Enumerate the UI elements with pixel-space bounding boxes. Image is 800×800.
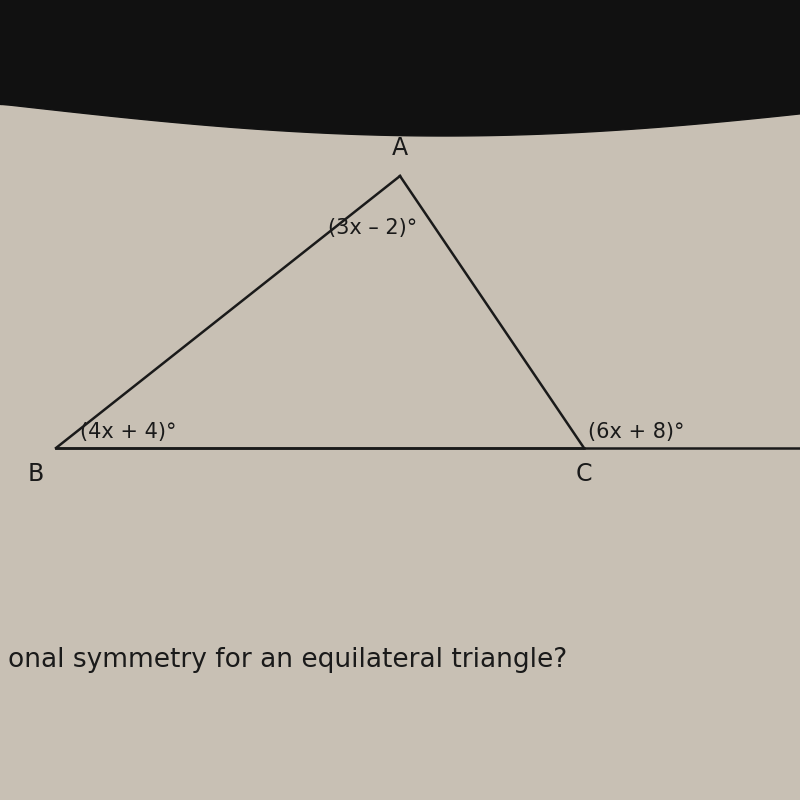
Text: C: C bbox=[576, 462, 592, 486]
Text: (3x – 2)°: (3x – 2)° bbox=[328, 218, 418, 238]
Text: (6x + 8)°: (6x + 8)° bbox=[588, 422, 685, 442]
Text: onal symmetry for an equilateral triangle?: onal symmetry for an equilateral triangl… bbox=[8, 647, 567, 673]
Polygon shape bbox=[0, 0, 800, 136]
Bar bbox=[0, 0, 800, 104]
Text: A: A bbox=[392, 136, 408, 160]
Text: B: B bbox=[28, 462, 44, 486]
Text: (4x + 4)°: (4x + 4)° bbox=[80, 422, 177, 442]
